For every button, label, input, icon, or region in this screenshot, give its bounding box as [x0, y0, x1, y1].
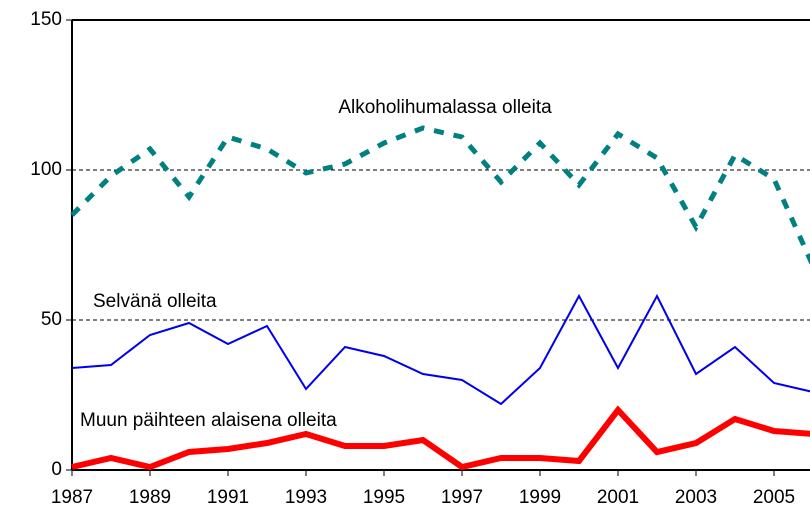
series-line — [70, 125, 810, 266]
x-tick-label: 1997 — [441, 487, 483, 508]
y-tick-label: 150 — [30, 9, 62, 30]
x-tick-label: 1995 — [363, 487, 405, 508]
y-tick-label: 50 — [41, 309, 62, 330]
x-tick-label: 2003 — [675, 487, 717, 508]
x-tick-label: 1991 — [207, 487, 249, 508]
y-tick-label: 100 — [30, 159, 62, 180]
series-line — [71, 405, 810, 471]
x-tick-label: 2001 — [597, 487, 639, 508]
series-line — [71, 293, 810, 406]
x-tick-label: 1987 — [51, 487, 93, 508]
x-tick-label: 2005 — [753, 487, 795, 508]
y-tick-label: 0 — [51, 459, 62, 480]
x-tick-label: 1989 — [129, 487, 171, 508]
series-label: Alkoholihumalassa olleita — [338, 97, 552, 118]
series-label: Selvänä olleita — [93, 291, 217, 312]
x-tick-label: 1999 — [519, 487, 561, 508]
series-label: Muun päihteen alaisena olleita — [80, 410, 337, 431]
x-tick-label: 1993 — [285, 487, 327, 508]
